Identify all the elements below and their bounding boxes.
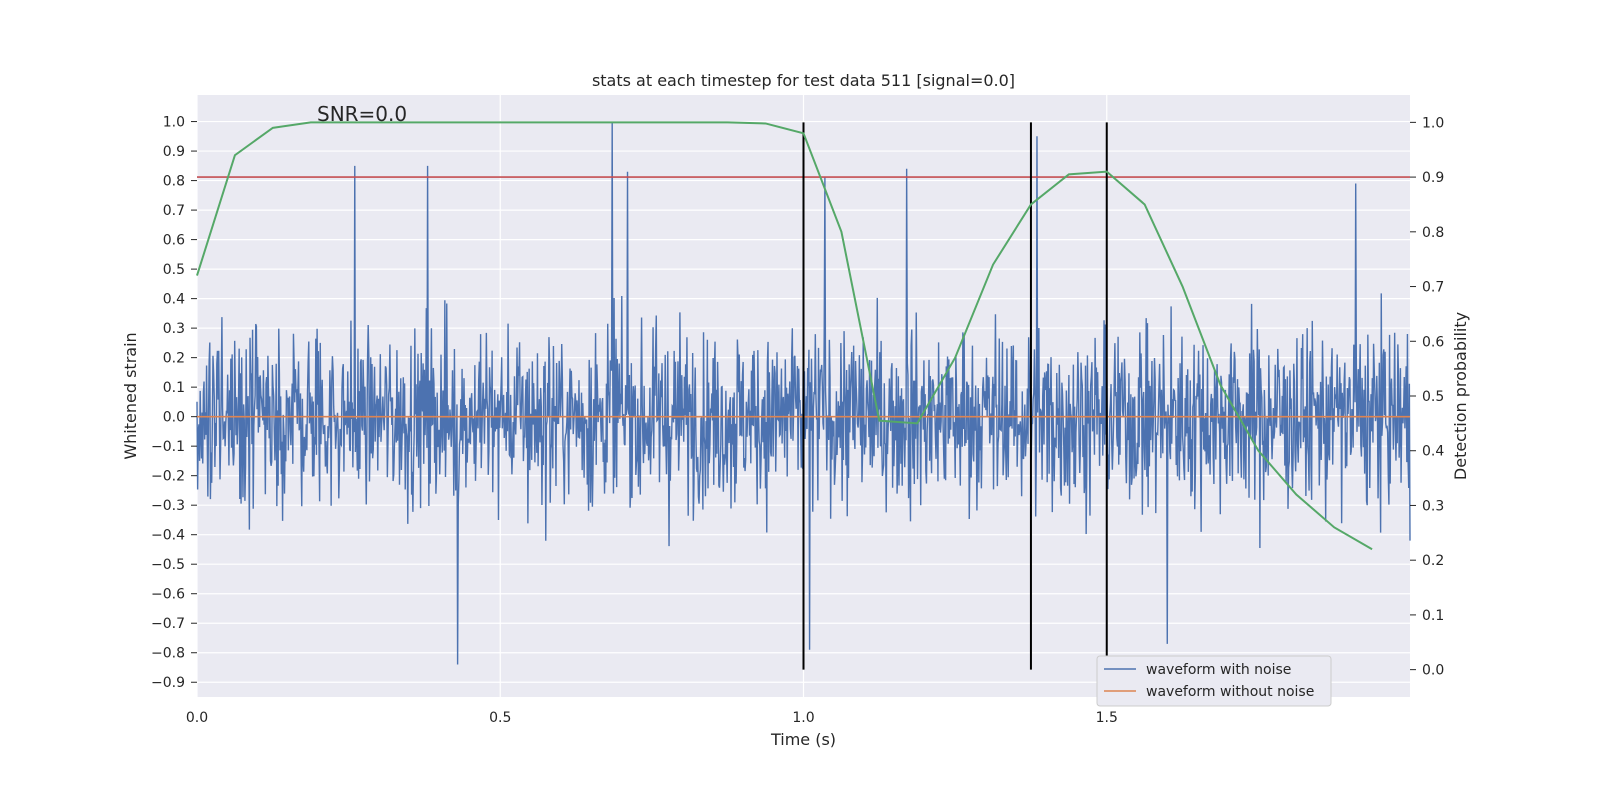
y2-tick-label: 0.8 bbox=[1422, 225, 1444, 241]
x-tick-label: 1.5 bbox=[1096, 710, 1118, 726]
y-tick-label: 0.3 bbox=[163, 321, 185, 337]
legend: waveform with noise waveform without noi… bbox=[1096, 655, 1332, 707]
y-tick-label: 1.0 bbox=[163, 115, 185, 131]
y2-tick-label: 0.1 bbox=[1422, 608, 1444, 624]
plot-content bbox=[196, 121, 1411, 670]
series-detection-probability bbox=[196, 121, 1373, 551]
y2-tick-label: 0.9 bbox=[1422, 170, 1444, 186]
y-tick-label: −0.1 bbox=[151, 439, 185, 455]
y-tick-label: 0.1 bbox=[163, 380, 185, 396]
snr-annotation: SNR=0.0 bbox=[317, 102, 407, 126]
y2-tick-label: 1.0 bbox=[1422, 115, 1444, 131]
y2-tick-label: 0.0 bbox=[1422, 663, 1444, 679]
y2-tick-label: 0.6 bbox=[1422, 334, 1444, 350]
y-tick-label: −0.3 bbox=[151, 498, 185, 514]
y-tick-label: −0.9 bbox=[151, 675, 185, 691]
y-tick-label: −0.5 bbox=[151, 557, 185, 573]
y-tick-label: −0.4 bbox=[151, 528, 185, 544]
y-tick-label: 0.6 bbox=[163, 233, 185, 249]
x-tick-label: 1.0 bbox=[792, 710, 814, 726]
y2-tick-label: 0.5 bbox=[1422, 389, 1444, 405]
axes-text: 0.0 0.5 1.0 1.5 1.0 0.9 0.8 0.7 0.6 0.5 0.4 0.3 0.2 0… bbox=[151, 115, 1444, 726]
y-tick-label: 0.9 bbox=[163, 144, 185, 160]
y-tick-label: 0.4 bbox=[163, 292, 185, 308]
y-tick-label: 0.5 bbox=[163, 262, 185, 278]
y-tick-label: −0.8 bbox=[151, 646, 185, 662]
y2-tick-label: 0.2 bbox=[1422, 553, 1444, 569]
y-tick-label: −0.7 bbox=[151, 616, 185, 632]
chart-title: stats at each timestep for test data 511… bbox=[592, 71, 1015, 90]
legend-label-clean: waveform without noise bbox=[1146, 684, 1314, 700]
y2-tick-label: 0.3 bbox=[1422, 498, 1444, 514]
y2-tick-label: 0.7 bbox=[1422, 280, 1444, 296]
y-tick-label: −0.2 bbox=[151, 469, 185, 485]
y-tick-label: 0.7 bbox=[163, 203, 185, 219]
legend-label-noise: waveform with noise bbox=[1146, 662, 1291, 678]
x-axis-label: Time (s) bbox=[770, 730, 836, 749]
y-tick-label: −0.6 bbox=[151, 587, 185, 603]
y-axis-label: Whitened strain bbox=[121, 332, 140, 459]
x-tick-label: 0.5 bbox=[489, 710, 511, 726]
y-tick-label: 0.2 bbox=[163, 351, 185, 367]
y2-axis-label: Detection probability bbox=[1451, 312, 1470, 480]
legend-box bbox=[1096, 655, 1332, 707]
y-tick-label: 0.8 bbox=[163, 174, 185, 190]
x-tick-label: 0.0 bbox=[186, 710, 208, 726]
y2-tick-label: 0.4 bbox=[1422, 444, 1444, 460]
y-tick-label: 0.0 bbox=[163, 410, 185, 426]
